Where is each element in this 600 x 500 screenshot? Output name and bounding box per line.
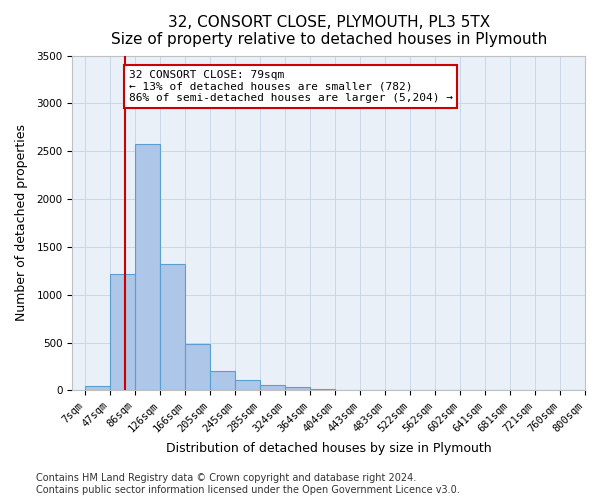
Bar <box>185 344 210 391</box>
Bar <box>110 274 135 390</box>
Text: 32 CONSORT CLOSE: 79sqm
← 13% of detached houses are smaller (782)
86% of semi-d: 32 CONSORT CLOSE: 79sqm ← 13% of detache… <box>128 70 452 103</box>
Y-axis label: Number of detached properties: Number of detached properties <box>15 124 28 322</box>
Bar <box>285 388 310 390</box>
Title: 32, CONSORT CLOSE, PLYMOUTH, PL3 5TX
Size of property relative to detached house: 32, CONSORT CLOSE, PLYMOUTH, PL3 5TX Siz… <box>110 15 547 48</box>
Bar <box>160 264 185 390</box>
Bar <box>210 371 235 390</box>
X-axis label: Distribution of detached houses by size in Plymouth: Distribution of detached houses by size … <box>166 442 491 455</box>
Bar <box>235 380 260 390</box>
Bar <box>260 384 285 390</box>
Bar <box>135 144 160 390</box>
Bar <box>310 389 335 390</box>
Text: Contains HM Land Registry data © Crown copyright and database right 2024.
Contai: Contains HM Land Registry data © Crown c… <box>36 474 460 495</box>
Bar <box>85 386 110 390</box>
